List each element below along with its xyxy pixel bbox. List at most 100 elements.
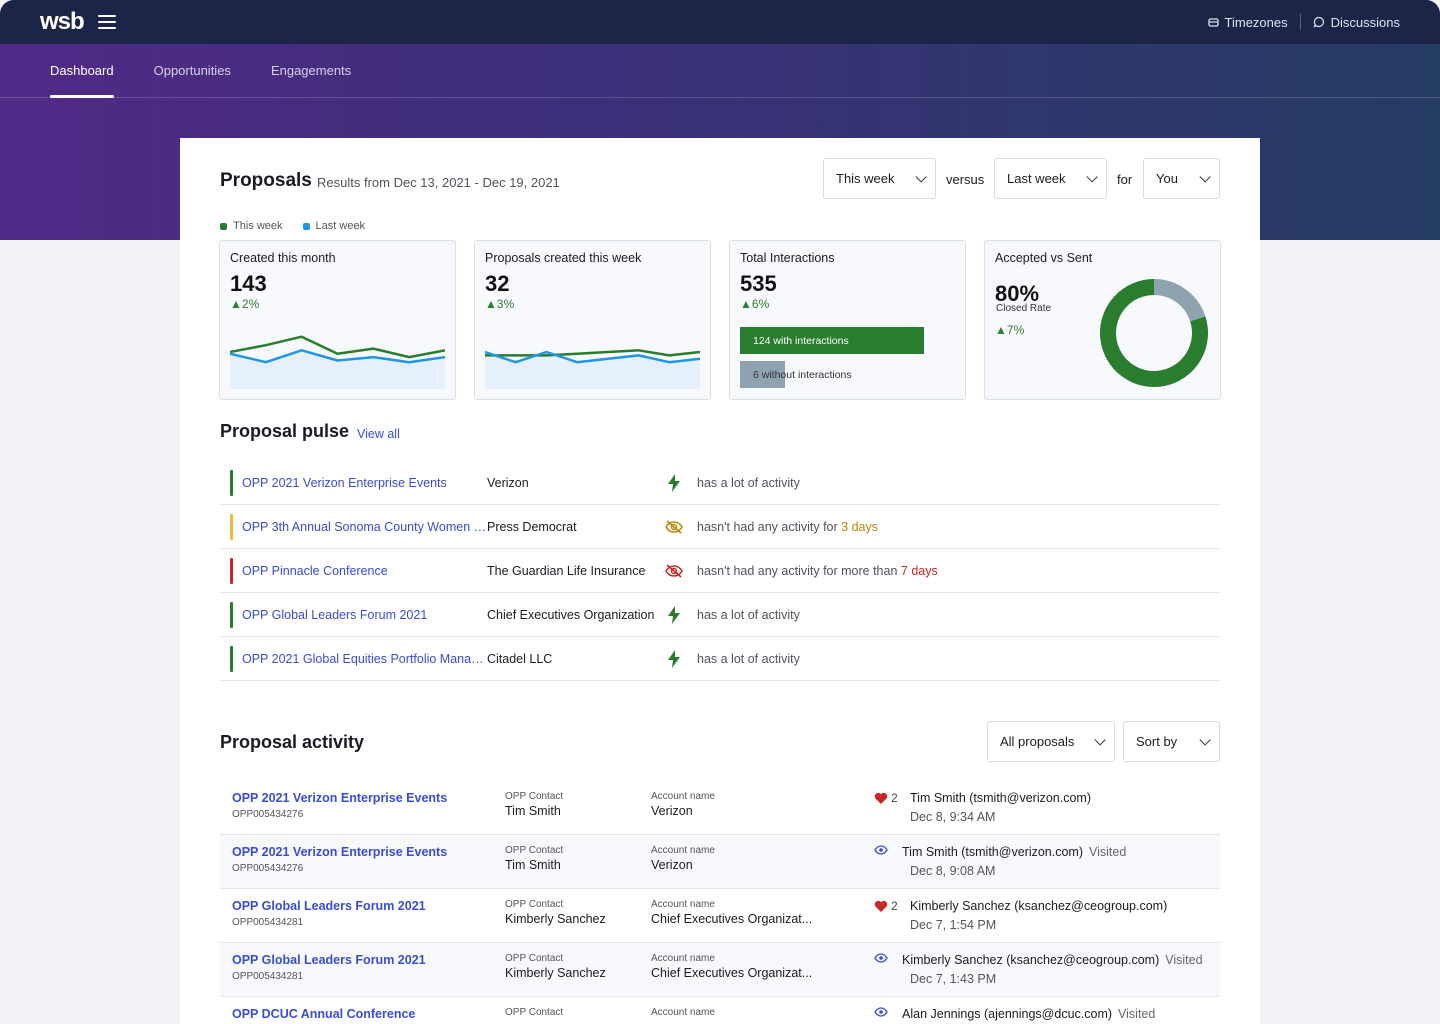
account-label: Account name	[651, 791, 715, 802]
activity-opp-id: OPP005434281	[232, 971, 304, 982]
activity-person: Kimberly Sanchez (ksanchez@ceogroup.com)	[910, 899, 1173, 913]
account-label: Account name	[651, 953, 715, 964]
stat-accepted-vs-sent[interactable]: Accepted vs Sent 80% Closed Rate ▲7%	[984, 240, 1221, 400]
eye-icon	[874, 845, 891, 855]
pulse-opp-link[interactable]: OPP Global Leaders Forum 2021	[242, 607, 428, 622]
activity-row[interactable]: OPP 2021 Verizon Enterprise Events OPP005…	[220, 781, 1220, 835]
pulse-title: Proposal pulse	[220, 421, 350, 441]
sort-select[interactable]: Sort by	[1123, 721, 1220, 762]
pulse-opp-link[interactable]: OPP 2021 Global Equities Portfolio Manag…	[242, 651, 487, 666]
account-label: Account name	[651, 899, 715, 910]
pulse-row[interactable]: OPP Pinnacle Conference The Guardian Life…	[220, 549, 1220, 593]
timezones-link[interactable]: Timezones	[1207, 15, 1288, 30]
main-nav: Dashboard Opportunities Engagements	[0, 44, 1440, 98]
proposals-range: Results from Dec 13, 2021 - Dec 19, 2021	[317, 175, 560, 190]
activity-count: 2	[891, 791, 898, 805]
legend-last-week-label: Last week	[315, 220, 366, 232]
pulse-status-text: has a lot of activity	[697, 607, 800, 622]
contact-label: OPP Contact	[505, 899, 564, 910]
logo[interactable]: wsb	[40, 8, 85, 35]
sparkline-last-week	[485, 350, 700, 364]
stat-delta-value: 7%	[1006, 323, 1025, 337]
pulse-opp-link[interactable]: OPP Pinnacle Conference	[242, 563, 388, 578]
eye-off-icon	[657, 563, 691, 578]
activity-opp-link[interactable]: OPP 2021 Verizon Enterprise Events	[232, 791, 448, 805]
activity-opp-link[interactable]: OPP Global Leaders Forum 2021	[232, 953, 426, 967]
pulse-status: hasn't had any activity for more than 7 …	[697, 564, 938, 578]
account-value: Chief Executives Organizat...	[651, 966, 813, 980]
pulse-status: hasn't had any activity for 3 days	[697, 520, 878, 534]
stat-delta-value: 6%	[751, 297, 770, 311]
filter-select-value: All proposals	[1000, 734, 1075, 749]
chevron-down-icon	[1094, 733, 1106, 746]
divider	[1299, 14, 1301, 30]
activity-person-name: Alan Jennings (ajennings@dcuc.com)	[902, 1007, 1113, 1021]
stat-created-week[interactable]: Proposals created this week 32 ▲3%	[474, 240, 711, 400]
view-all-link[interactable]: View all	[357, 427, 400, 441]
dashboard-card: Proposals Results from Dec 13, 2021 - De…	[180, 138, 1260, 1024]
globe-icon	[1207, 17, 1219, 27]
activity-person: Kimberly Sanchez (ksanchez@ceogroup.com)…	[902, 953, 1203, 967]
tab-dashboard[interactable]: Dashboard	[50, 44, 114, 98]
activity-opp-link[interactable]: OPP DCUC Annual Conference	[232, 1007, 416, 1021]
account-label: Account name	[651, 1007, 715, 1018]
filter-select[interactable]: All proposals	[987, 721, 1115, 762]
pulse-row[interactable]: OPP 2021 Global Equities Portfolio Manag…	[220, 637, 1220, 681]
chat-bubble-icon	[1313, 16, 1324, 28]
period-select[interactable]: This week	[823, 158, 936, 199]
owner-select[interactable]: You	[1143, 158, 1220, 199]
contact-label: OPP Contact	[505, 953, 564, 964]
activity-time: Dec 7, 1:43 PM	[910, 972, 997, 986]
pulse-row[interactable]: OPP 3th Annual Sonoma County Women Event…	[220, 505, 1220, 549]
menu-icon[interactable]	[97, 15, 116, 29]
without-interactions-bar	[740, 361, 785, 388]
owner-select-value: You	[1156, 171, 1178, 186]
activity-row[interactable]: OPP Global Leaders Forum 2021 OPP00543428…	[220, 943, 1220, 997]
pulse-row[interactable]: OPP 2021 Verizon Enterprise Events Verizo…	[220, 461, 1220, 505]
period-select-value: This week	[836, 171, 895, 186]
top-right-actions: Timezones Discussions	[1207, 14, 1400, 30]
activity-row[interactable]: OPP Global Leaders Forum 2021 OPP00543428…	[220, 889, 1220, 943]
stat-label: Total Interactions	[740, 251, 835, 265]
stat-delta-value: 2%	[241, 297, 260, 311]
tab-engagements[interactable]: Engagements	[270, 63, 352, 78]
activity-time: Dec 8, 9:08 AM	[910, 864, 996, 878]
chevron-down-icon	[1199, 170, 1211, 183]
activity-opp-link[interactable]: OPP Global Leaders Forum 2021	[232, 899, 426, 913]
stat-label: Created this month	[230, 251, 336, 265]
donut-slice-remaining	[1153, 279, 1206, 322]
eye-off-icon	[657, 519, 691, 534]
bolt-icon	[657, 605, 691, 624]
pulse-row[interactable]: OPP Global Leaders Forum 2021 Chief Execu…	[220, 593, 1220, 637]
activity-opp-link[interactable]: OPP 2021 Verizon Enterprise Events	[232, 845, 448, 859]
pulse-status: has a lot of activity	[697, 476, 800, 490]
stat-total-interactions[interactable]: Total Interactions 535 ▲6% 124 with inte…	[729, 240, 966, 400]
status-flag	[230, 513, 233, 540]
activity-opp-id: OPP005434281	[232, 917, 304, 928]
contact-label: OPP Contact	[505, 791, 564, 802]
pulse-opp-link[interactable]: OPP 2021 Verizon Enterprise Events	[242, 475, 447, 490]
tab-opportunities[interactable]: Opportunities	[153, 63, 231, 78]
stat-value: 32	[485, 271, 510, 296]
account-value: Verizon	[651, 858, 693, 872]
stat-created-month[interactable]: Created this month 143 ▲2%	[219, 240, 456, 400]
closed-rate-label: Closed Rate	[996, 303, 1052, 314]
legend-this-week-label: This week	[233, 220, 283, 232]
activity-row[interactable]: OPP 2021 Verizon Enterprise Events OPP005…	[220, 835, 1220, 889]
compare-select[interactable]: Last week	[994, 158, 1107, 199]
sort-select-value: Sort by	[1136, 734, 1178, 749]
discussions-link[interactable]: Discussions	[1313, 15, 1400, 30]
contact-value: Kimberly Sanchez	[505, 966, 606, 980]
compare-select-value: Last week	[1007, 171, 1066, 186]
stat-delta-value: 3%	[496, 297, 515, 311]
activity-row[interactable]: OPP DCUC Annual Conference OPP Contact Acc…	[220, 997, 1220, 1024]
pulse-opp-link[interactable]: OPP 3th Annual Sonoma County Women Event	[242, 519, 487, 534]
pulse-account: The Guardian Life Insurance	[487, 563, 646, 578]
donut-slice-accepted	[1100, 279, 1208, 387]
stat-delta: ▲2%	[230, 297, 260, 311]
pulse-status-text: has a lot of activity	[697, 475, 800, 490]
activity-person: Tim Smith (tsmith@verizon.com) Visited	[902, 845, 1126, 859]
stat-delta: ▲6%	[740, 297, 770, 311]
bolt-icon	[657, 473, 691, 492]
